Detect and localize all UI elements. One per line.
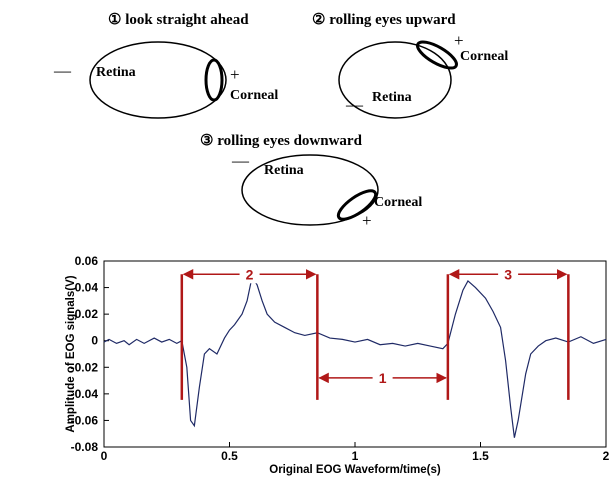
corneal-label: Corneal — [374, 195, 422, 210]
eye-diagram: ① look straight ahead ② rolling eyes upw… — [53, 12, 508, 230]
y-axis-title: Amplitude of EOG signals(V) — [65, 275, 77, 432]
x-tick-label: 2 — [603, 449, 610, 463]
caption: ③ rolling eyes downward — [200, 133, 363, 149]
minus-sign: — — [231, 151, 250, 170]
x-tick-label: 0.5 — [221, 449, 238, 463]
y-tick-label: 0.04 — [75, 281, 99, 295]
corneal-label: Corneal — [230, 88, 278, 103]
y-tick-label: 0 — [91, 334, 98, 348]
plus-sign: + — [362, 211, 372, 230]
retina-label: Retina — [372, 90, 412, 105]
caption: ② rolling eyes upward — [312, 12, 456, 28]
plus-sign: + — [230, 65, 240, 84]
corneal-label: Corneal — [460, 49, 508, 64]
plus-sign: + — [454, 31, 464, 50]
cornea — [334, 186, 379, 224]
retina-label: Retina — [264, 163, 304, 178]
y-tick-label: -0.08 — [71, 440, 99, 454]
minus-sign: — — [345, 95, 364, 114]
y-tick-label: 0.02 — [75, 307, 99, 321]
minus-sign: — — [53, 61, 72, 80]
x-tick-label: 0 — [101, 449, 108, 463]
annotation-label: 2 — [246, 266, 254, 282]
caption: ① look straight ahead — [108, 12, 249, 28]
x-axis-title: Original EOG Waveform/time(s) — [269, 464, 441, 476]
y-tick-label: 0.06 — [75, 254, 99, 268]
x-tick-label: 1 — [352, 449, 359, 463]
x-tick-label: 1.5 — [472, 449, 489, 463]
annotation-label: 3 — [504, 266, 512, 282]
annotation-label: 1 — [379, 370, 387, 386]
figure: ① look straight ahead ② rolling eyes upw… — [0, 0, 611, 479]
cornea — [206, 60, 222, 100]
signal-line — [104, 277, 606, 438]
retina-label: Retina — [96, 65, 136, 80]
